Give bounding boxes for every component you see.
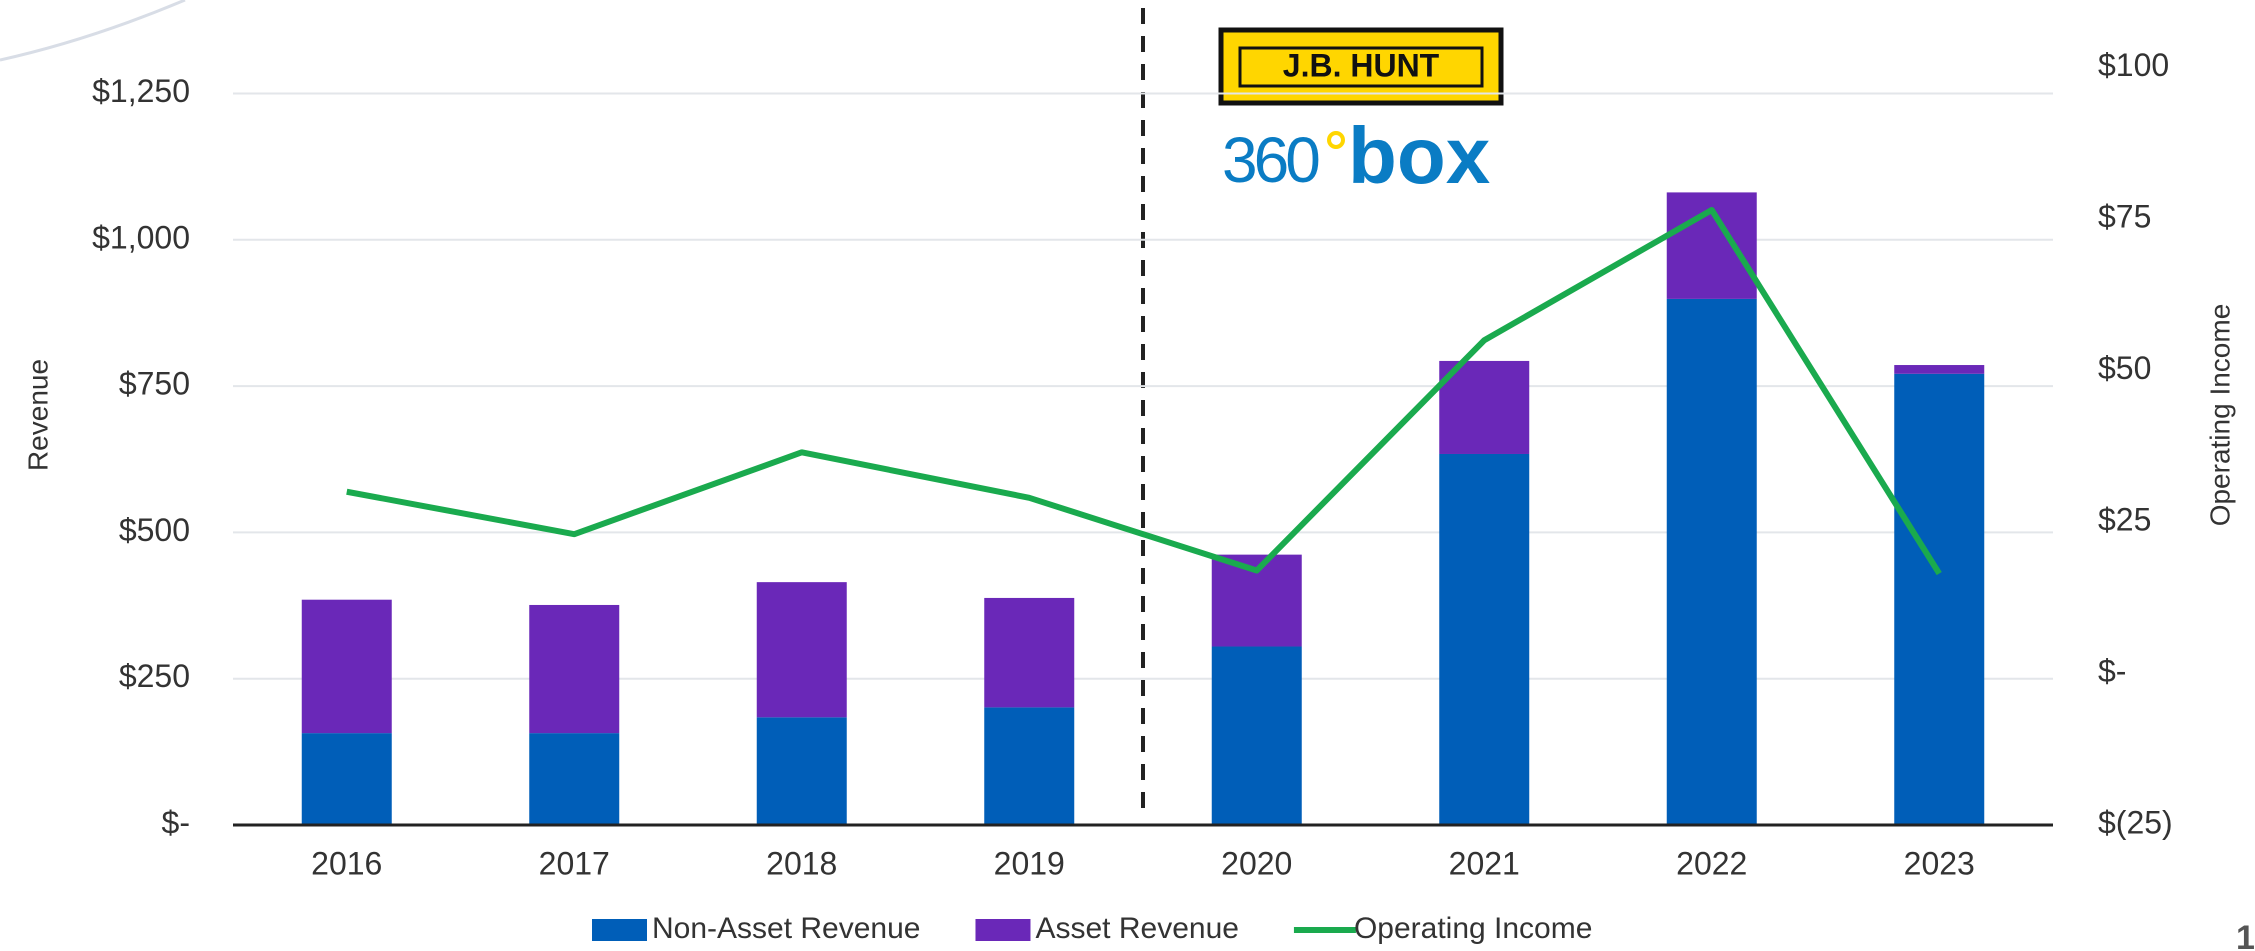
bar [1894,373,1985,825]
bar [1439,453,1530,825]
bar [1211,646,1302,825]
y2-axis-title: Operating Income [2204,304,2235,527]
bar [301,599,392,734]
x-tick-label: 2017 [539,845,610,881]
logo-degree [1327,131,1345,149]
y-tick-label: $750 [119,366,190,402]
x-tick-label: 2016 [311,845,382,881]
x-tick-label: 2019 [994,845,1065,881]
bar [529,604,620,734]
bar [1666,298,1757,825]
line-series [346,206,1942,576]
x-tick-label: 2023 [1904,845,1975,881]
bar [529,733,620,825]
x-tick-label: 2020 [1221,845,1292,881]
legend-label: Asset Revenue [1035,912,1238,945]
y2-tick-label: $(25) [2098,804,2173,840]
bar [301,733,392,825]
y2-tick-label: $75 [2098,199,2151,235]
bar [984,597,1075,708]
logo-product-name: box [1348,111,1490,200]
y2-tick-label: $50 [2098,350,2151,386]
y-axis-title: Revenue [22,359,53,471]
bar [1894,365,1985,374]
legend-label: Non-Asset Revenue [652,912,920,945]
bar [984,707,1075,825]
logo-stripe [1238,46,1484,88]
y2-tick-label: $25 [2098,501,2151,537]
y-tick-label: $1,250 [92,73,190,109]
logo-badge [1218,27,1504,106]
y2-tick-label: $- [2098,653,2126,689]
legend-label: Operating Income [1354,912,1592,945]
bar [756,717,847,825]
y2-tick-label: $100 [2098,47,2169,83]
x-tick-label: 2018 [766,845,837,881]
y-tick-label: $1,000 [92,219,190,255]
decoration-arc [0,0,186,62]
logo-brand: J.B. HUNT [1283,47,1440,83]
logo-product-number: 360 [1222,124,1319,196]
y-tick-label: $- [162,804,190,840]
bar [1439,360,1530,454]
legend-swatch [975,919,1031,941]
page-number: 18 [2236,919,2255,951]
bar [756,582,847,718]
x-tick-label: 2021 [1449,845,1520,881]
legend-swatch [592,919,647,941]
x-tick-label: 2022 [1676,845,1747,881]
logo: J.B. HUNT 360 box [1218,27,1504,200]
y-tick-label: $500 [119,512,190,548]
y-tick-label: $250 [119,658,190,694]
